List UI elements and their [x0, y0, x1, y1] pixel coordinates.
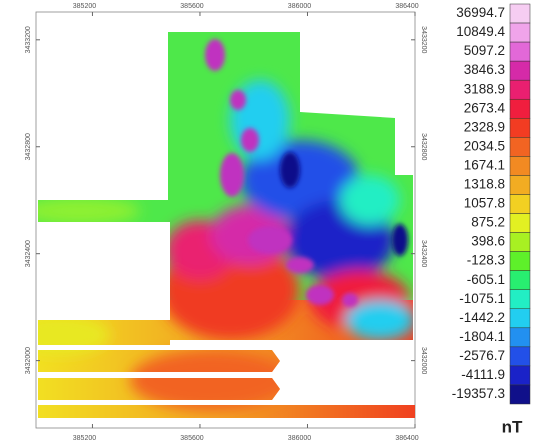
color-swatch: [509, 346, 531, 367]
color-swatch: [509, 79, 531, 100]
colorbar-label: -1442.2: [459, 310, 505, 325]
colorbar-label: 2673.4: [464, 100, 506, 115]
colorbar-label: 398.6: [471, 234, 505, 249]
color-swatch: [509, 137, 531, 157]
y-tick-label: 3432400: [420, 240, 427, 267]
color-swatch: [509, 270, 531, 290]
color-swatch: [509, 22, 531, 43]
color-swatch: [509, 232, 531, 252]
colorbar-label: -2576.7: [459, 348, 505, 363]
colorbar-label: 10849.4: [456, 24, 505, 39]
color-swatch: [509, 289, 531, 310]
color-swatch: [509, 175, 531, 195]
y-tick-label: 3432800: [420, 133, 427, 160]
color-swatch: [509, 41, 531, 62]
color-swatch: [509, 251, 531, 271]
colorbar-label: 1318.8: [464, 177, 505, 192]
y-tick-label: 3433200: [420, 26, 427, 53]
x-tick-label: 385200: [73, 435, 96, 442]
color-swatch: [509, 60, 531, 81]
color-swatch: [509, 384, 531, 405]
color-swatch: [509, 3, 531, 24]
x-tick-label: 386400: [395, 3, 418, 10]
colorbar-label: -1075.1: [459, 291, 505, 306]
color-swatch: [509, 213, 531, 233]
colorbar-label: 1674.1: [464, 157, 505, 172]
colorbar-label: 3188.9: [464, 81, 505, 96]
x-tick-label: 385200: [73, 3, 96, 10]
color-swatch: [509, 98, 531, 119]
color-swatch: [509, 194, 531, 214]
colorbar-label: -605.1: [467, 272, 505, 287]
y-tick-label: 3432400: [25, 240, 32, 267]
y-tick-label: 3432800: [25, 133, 32, 160]
y-tick-label: 3432000: [420, 347, 427, 374]
colorbar: 36994.7 10849.4 5097.2 3846.3 3188.9 2673.4 23…: [452, 3, 531, 436]
colorbar-label: -4111.9: [461, 367, 505, 382]
axes: 385200 385200 385600 385600 386000 386000 3864…: [25, 3, 427, 442]
colorbar-label: 5097.2: [464, 43, 505, 58]
y-tick-label: 3432000: [25, 347, 32, 374]
color-swatch: [509, 327, 531, 348]
y-tick-label: 3433200: [25, 26, 32, 53]
colorbar-label: 2328.9: [464, 119, 505, 134]
colorbar-label: 2034.5: [464, 138, 505, 153]
color-swatch: [509, 156, 531, 176]
colorbar-label: -19357.3: [452, 386, 505, 401]
color-swatch: [509, 365, 531, 386]
colorbar-label: 3846.3: [464, 62, 505, 77]
x-tick-label: 386000: [288, 3, 311, 10]
x-tick-label: 386000: [288, 435, 311, 442]
x-tick-label: 385600: [180, 3, 203, 10]
colorbar-label: 36994.7: [456, 5, 505, 20]
x-tick-label: 386400: [395, 435, 418, 442]
unit-label: nT: [502, 417, 523, 436]
color-swatch: [509, 308, 531, 329]
colorbar-label: -128.3: [467, 253, 505, 268]
color-swatch: [509, 118, 531, 138]
colorbar-label: -1804.1: [459, 329, 505, 344]
x-tick-label: 385600: [180, 435, 203, 442]
colorbar-label: 875.2: [471, 215, 505, 230]
colorbar-label: 1057.8: [464, 196, 505, 211]
